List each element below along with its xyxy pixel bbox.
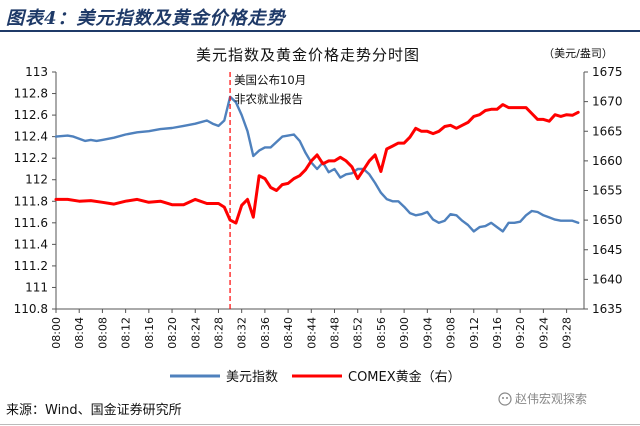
wechat-icon <box>498 392 512 406</box>
header-rule <box>0 30 640 32</box>
left-tick-label: 111.6 <box>14 216 48 230</box>
axes <box>55 72 585 310</box>
x-tick-label: 09:08 <box>445 317 458 349</box>
annotation-line-2: 非农就业报告 <box>234 92 303 106</box>
series-layer <box>54 95 580 233</box>
x-tick-label: 08:00 <box>50 317 63 349</box>
left-tick-label: 111 <box>25 280 48 294</box>
left-tick-label: 112.6 <box>14 108 48 122</box>
right-tick-label: 1655 <box>592 184 623 198</box>
x-tick-label: 09:12 <box>468 317 481 349</box>
x-tick-label: 09:04 <box>421 317 434 349</box>
left-tick-label: 111.4 <box>14 237 48 251</box>
x-tick-label: 08:24 <box>189 317 202 349</box>
x-tick-label: 08:20 <box>166 317 179 349</box>
x-tick-label: 08:56 <box>375 317 388 349</box>
legend-label-comex-gold: COMEX黄金（右） <box>348 369 461 385</box>
right-tick-label: 1650 <box>592 213 623 227</box>
x-tick-label: 08:28 <box>212 317 225 349</box>
x-tick-label: 09:16 <box>491 317 504 349</box>
right-tick-label: 1635 <box>592 302 623 316</box>
series-line-comex-gold <box>54 103 580 225</box>
x-axis-ticks: 08:00 08:04 08:08 08:12 08:16 08:20 08:24 08:28… <box>50 309 574 349</box>
right-axis-ticks: 1635 1640 1645 1650 1655 1660 1665 1670 1675 <box>584 65 623 316</box>
watermark-text: 赵伟宏观探索 <box>515 392 588 406</box>
series-line-usd-index <box>54 95 580 233</box>
x-tick-label: 08:08 <box>96 317 109 349</box>
x-tick-label: 08:04 <box>73 317 86 349</box>
left-tick-label: 113 <box>25 65 48 79</box>
right-tick-label: 1645 <box>592 243 623 257</box>
x-tick-label: 08:12 <box>120 317 133 349</box>
left-tick-label: 110.8 <box>14 302 48 316</box>
x-tick-label: 09:00 <box>398 317 411 349</box>
x-tick-label: 08:44 <box>305 317 318 349</box>
footer-rule <box>0 424 640 425</box>
left-tick-label: 112.4 <box>14 130 48 144</box>
watermark: 赵伟宏观探索 <box>498 390 587 410</box>
left-axis-ticks: 110.8 111 111.2 111.4 111.6 111.8 112 112.2 112.… <box>14 65 56 316</box>
right-tick-label: 1660 <box>592 154 623 168</box>
left-tick-label: 111.2 <box>14 259 48 273</box>
left-tick-label: 112 <box>25 173 48 187</box>
legend: 美元指数 COMEX黄金（右） <box>170 369 461 385</box>
x-tick-label: 09:24 <box>537 317 550 349</box>
left-tick-label: 112.8 <box>14 87 48 101</box>
x-tick-label: 08:36 <box>259 317 272 349</box>
chart-title: 美元指数及黄金价格走势分时图 <box>196 46 420 64</box>
left-tick-label: 111.8 <box>14 194 48 208</box>
right-tick-label: 1665 <box>592 124 623 138</box>
source-note: 来源：Wind、国金证券研究所 <box>6 403 182 418</box>
left-tick-label: 112.2 <box>14 151 48 165</box>
x-tick-label: 08:32 <box>236 317 249 349</box>
figure-header: 图表4：美元指数及黄金价格走势 <box>0 0 640 32</box>
x-tick-label: 09:28 <box>561 317 574 349</box>
x-tick-label: 08:48 <box>329 317 342 349</box>
intraday-chart: 美元指数及黄金价格走势分时图 （美元/盎司） 110.8 111 111.2 111.… <box>14 46 623 385</box>
legend-label-usd-index: 美元指数 <box>226 370 278 385</box>
figure-label: 图表4：美元指数及黄金价格走势 <box>6 8 286 29</box>
x-tick-label: 08:40 <box>282 317 295 349</box>
x-tick-label: 08:52 <box>352 317 365 349</box>
right-axis-unit: （美元/盎司） <box>543 46 613 60</box>
x-tick-label: 09:20 <box>514 317 527 349</box>
right-tick-label: 1675 <box>592 65 623 79</box>
annotation-line-1: 美国公布10月 <box>234 73 306 87</box>
x-tick-label: 08:16 <box>143 317 156 349</box>
right-tick-label: 1640 <box>592 272 623 286</box>
right-tick-label: 1670 <box>592 95 623 109</box>
